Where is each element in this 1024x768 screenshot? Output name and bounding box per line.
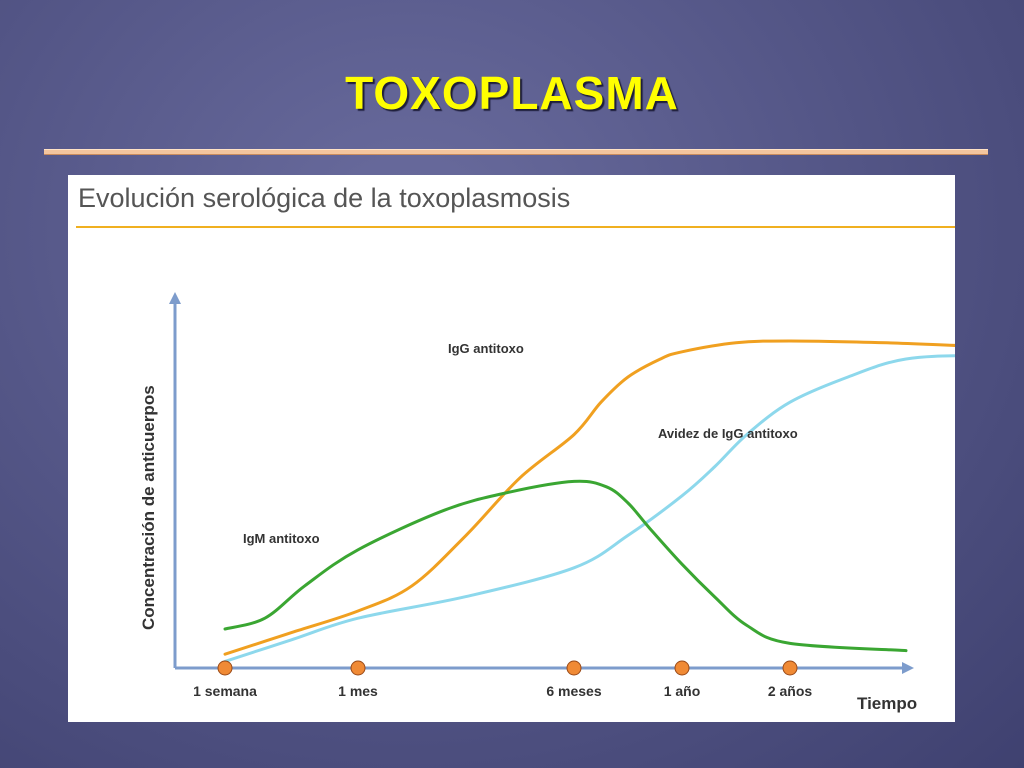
x-tick-label: 1 semana	[193, 683, 257, 699]
chart-figure: Evolución serológica de la toxoplasmosis…	[68, 175, 955, 722]
series-lines	[223, 339, 955, 663]
tick-labels: 1 semana 1 mes 6 meses 1 año 2 años	[193, 683, 812, 699]
x-tick-marker	[217, 660, 233, 676]
series-line-igg	[223, 339, 955, 656]
series-line-igm	[223, 479, 908, 653]
title-underline	[44, 149, 988, 155]
x-tick-label: 1 año	[664, 683, 701, 699]
x-tick-marker	[674, 660, 690, 676]
tick-markers	[217, 660, 798, 676]
chart-axes	[169, 292, 914, 674]
x-tick-marker	[566, 660, 582, 676]
y-axis-label: Concentración de anticuerpos	[139, 385, 158, 630]
y-axis-arrow	[169, 292, 181, 304]
series-label-avidity: Avidez de IgG antitoxo	[658, 426, 798, 441]
x-tick-label: 2 años	[768, 683, 813, 699]
series-label-igg: IgG antitoxo	[448, 341, 524, 356]
serology-chart: Evolución serológica de la toxoplasmosis…	[76, 183, 955, 713]
x-tick-marker	[350, 660, 366, 676]
x-tick-marker	[782, 660, 798, 676]
slide-title: TOXOPLASMA	[345, 67, 679, 119]
series-line-avidity	[223, 354, 955, 663]
chart-title: Evolución serológica de la toxoplasmosis	[78, 183, 570, 213]
series-label-igm: IgM antitoxo	[243, 531, 320, 546]
x-axis-arrow	[902, 662, 914, 674]
x-tick-label: 1 mes	[338, 683, 378, 699]
x-tick-label: 6 meses	[546, 683, 601, 699]
x-axis-label: Tiempo	[857, 694, 917, 713]
